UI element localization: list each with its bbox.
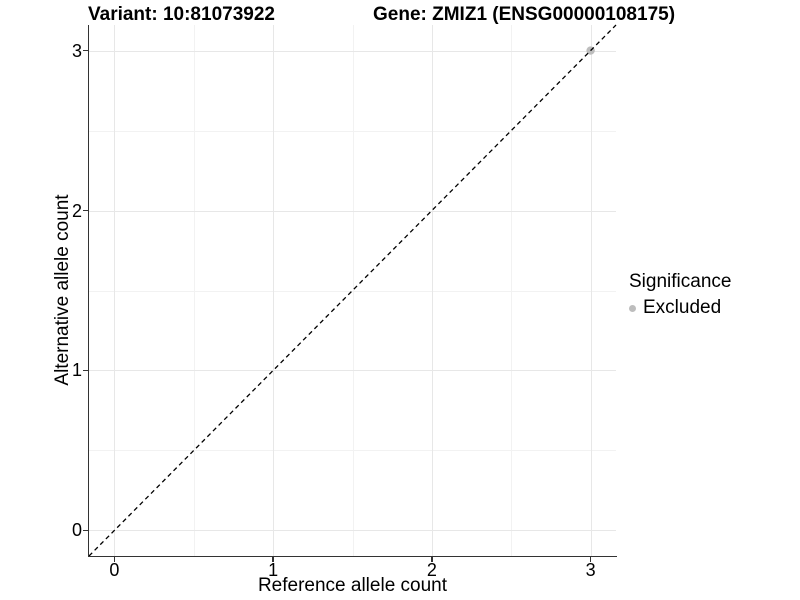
y-tick-label: 0 xyxy=(71,520,82,541)
x-tick-mark xyxy=(113,557,116,562)
x-tick-mark xyxy=(431,557,433,562)
gridline-y-minor xyxy=(89,450,616,452)
gridline-y-major xyxy=(89,370,616,372)
y-tick-mark xyxy=(83,49,88,52)
y-axis-title: Alternative allele count xyxy=(52,194,73,386)
x-tick-mark xyxy=(272,557,274,562)
gridline-x-major xyxy=(114,25,116,556)
identity-dashed-line xyxy=(88,24,617,557)
y-tick-mark xyxy=(83,209,88,212)
gridline-x-major xyxy=(431,25,433,556)
legend-item-label: Excluded xyxy=(643,297,722,318)
gridline-y-minor xyxy=(89,130,616,132)
x-tick-label: 2 xyxy=(426,560,437,580)
gridline-y-major xyxy=(89,530,616,532)
x-tick-label: 1 xyxy=(268,560,279,580)
x-tick-mark xyxy=(589,557,592,562)
gridline-x-major xyxy=(273,25,275,556)
y-tick-label: 3 xyxy=(71,40,82,61)
gridline-y-minor xyxy=(89,290,616,292)
gridline-y-major xyxy=(89,210,616,212)
gridline-x-major xyxy=(590,25,592,556)
y-axis-line xyxy=(87,25,89,557)
x-tick-label: 3 xyxy=(585,560,596,580)
gene-title: Gene: ZMIZ1 (ENSG00000108175) xyxy=(373,4,676,25)
x-tick-label: 0 xyxy=(109,560,120,580)
variant-title: Variant: 10:81073922 xyxy=(88,4,275,25)
plot-svg xyxy=(88,24,617,557)
gridline-y-major xyxy=(89,50,616,52)
y-tick-label: 2 xyxy=(71,200,82,221)
legend-item-excluded: Excluded xyxy=(629,297,731,319)
y-tick-mark xyxy=(83,529,88,532)
plot-panel xyxy=(88,24,617,557)
y-tick-label: 1 xyxy=(71,360,82,381)
x-axis-line xyxy=(87,555,617,557)
legend-point-icon xyxy=(629,304,636,312)
y-tick-mark xyxy=(83,369,88,372)
legend-title: Significance xyxy=(629,271,732,292)
legend: Significance Excluded xyxy=(629,270,731,319)
x-axis-title: Reference allele count xyxy=(257,575,448,596)
